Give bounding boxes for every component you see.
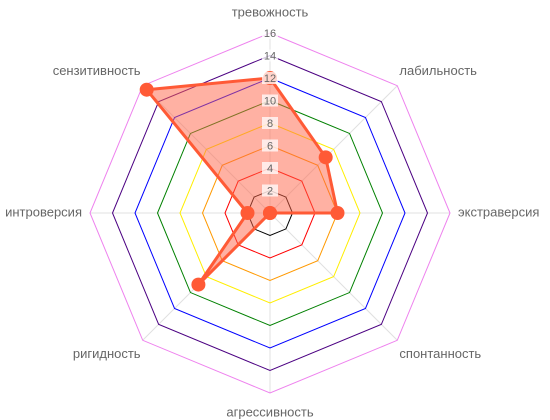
axis-label: интроверсия	[5, 204, 82, 219]
data-point	[139, 82, 154, 97]
tick-label: 4	[267, 163, 273, 175]
data-point	[240, 206, 255, 220]
grid-ring	[156, 99, 384, 327]
grid-ring	[134, 77, 406, 349]
grid-ring	[179, 122, 361, 304]
tick-label: 8	[267, 118, 273, 130]
tick-label: 6	[267, 140, 273, 152]
data-point	[191, 277, 206, 292]
tick-label: 14	[264, 50, 276, 62]
tick-label-bg	[262, 27, 278, 39]
axis-label: спонтанность	[399, 346, 481, 361]
tick-label-bg	[262, 139, 278, 152]
tick-label: 16	[264, 28, 276, 40]
data-point	[318, 150, 333, 165]
tick-label-bg	[262, 184, 278, 197]
tick-label-bg	[262, 117, 278, 129]
axis-label: экстраверсия	[458, 204, 539, 219]
axis-label: сензитивность	[53, 63, 141, 78]
data-area	[145, 76, 339, 287]
tick-label-bg	[262, 94, 278, 107]
tick-label: 10	[264, 95, 276, 107]
tick-label-bg	[262, 162, 278, 174]
tick-label: 12	[264, 73, 276, 85]
tick-label: 2	[267, 185, 273, 197]
axis-label: лабильность	[399, 63, 477, 78]
data-point	[263, 206, 277, 220]
axis-label: тревожность	[232, 4, 309, 19]
data-point	[330, 206, 345, 220]
tick-label-bg	[262, 72, 278, 84]
tick-label-bg	[262, 49, 278, 62]
axis-label: ригидность	[73, 346, 141, 361]
grid-ring	[111, 54, 429, 372]
grid-ring	[89, 32, 451, 394]
axis-label: агрессивность	[226, 404, 313, 419]
